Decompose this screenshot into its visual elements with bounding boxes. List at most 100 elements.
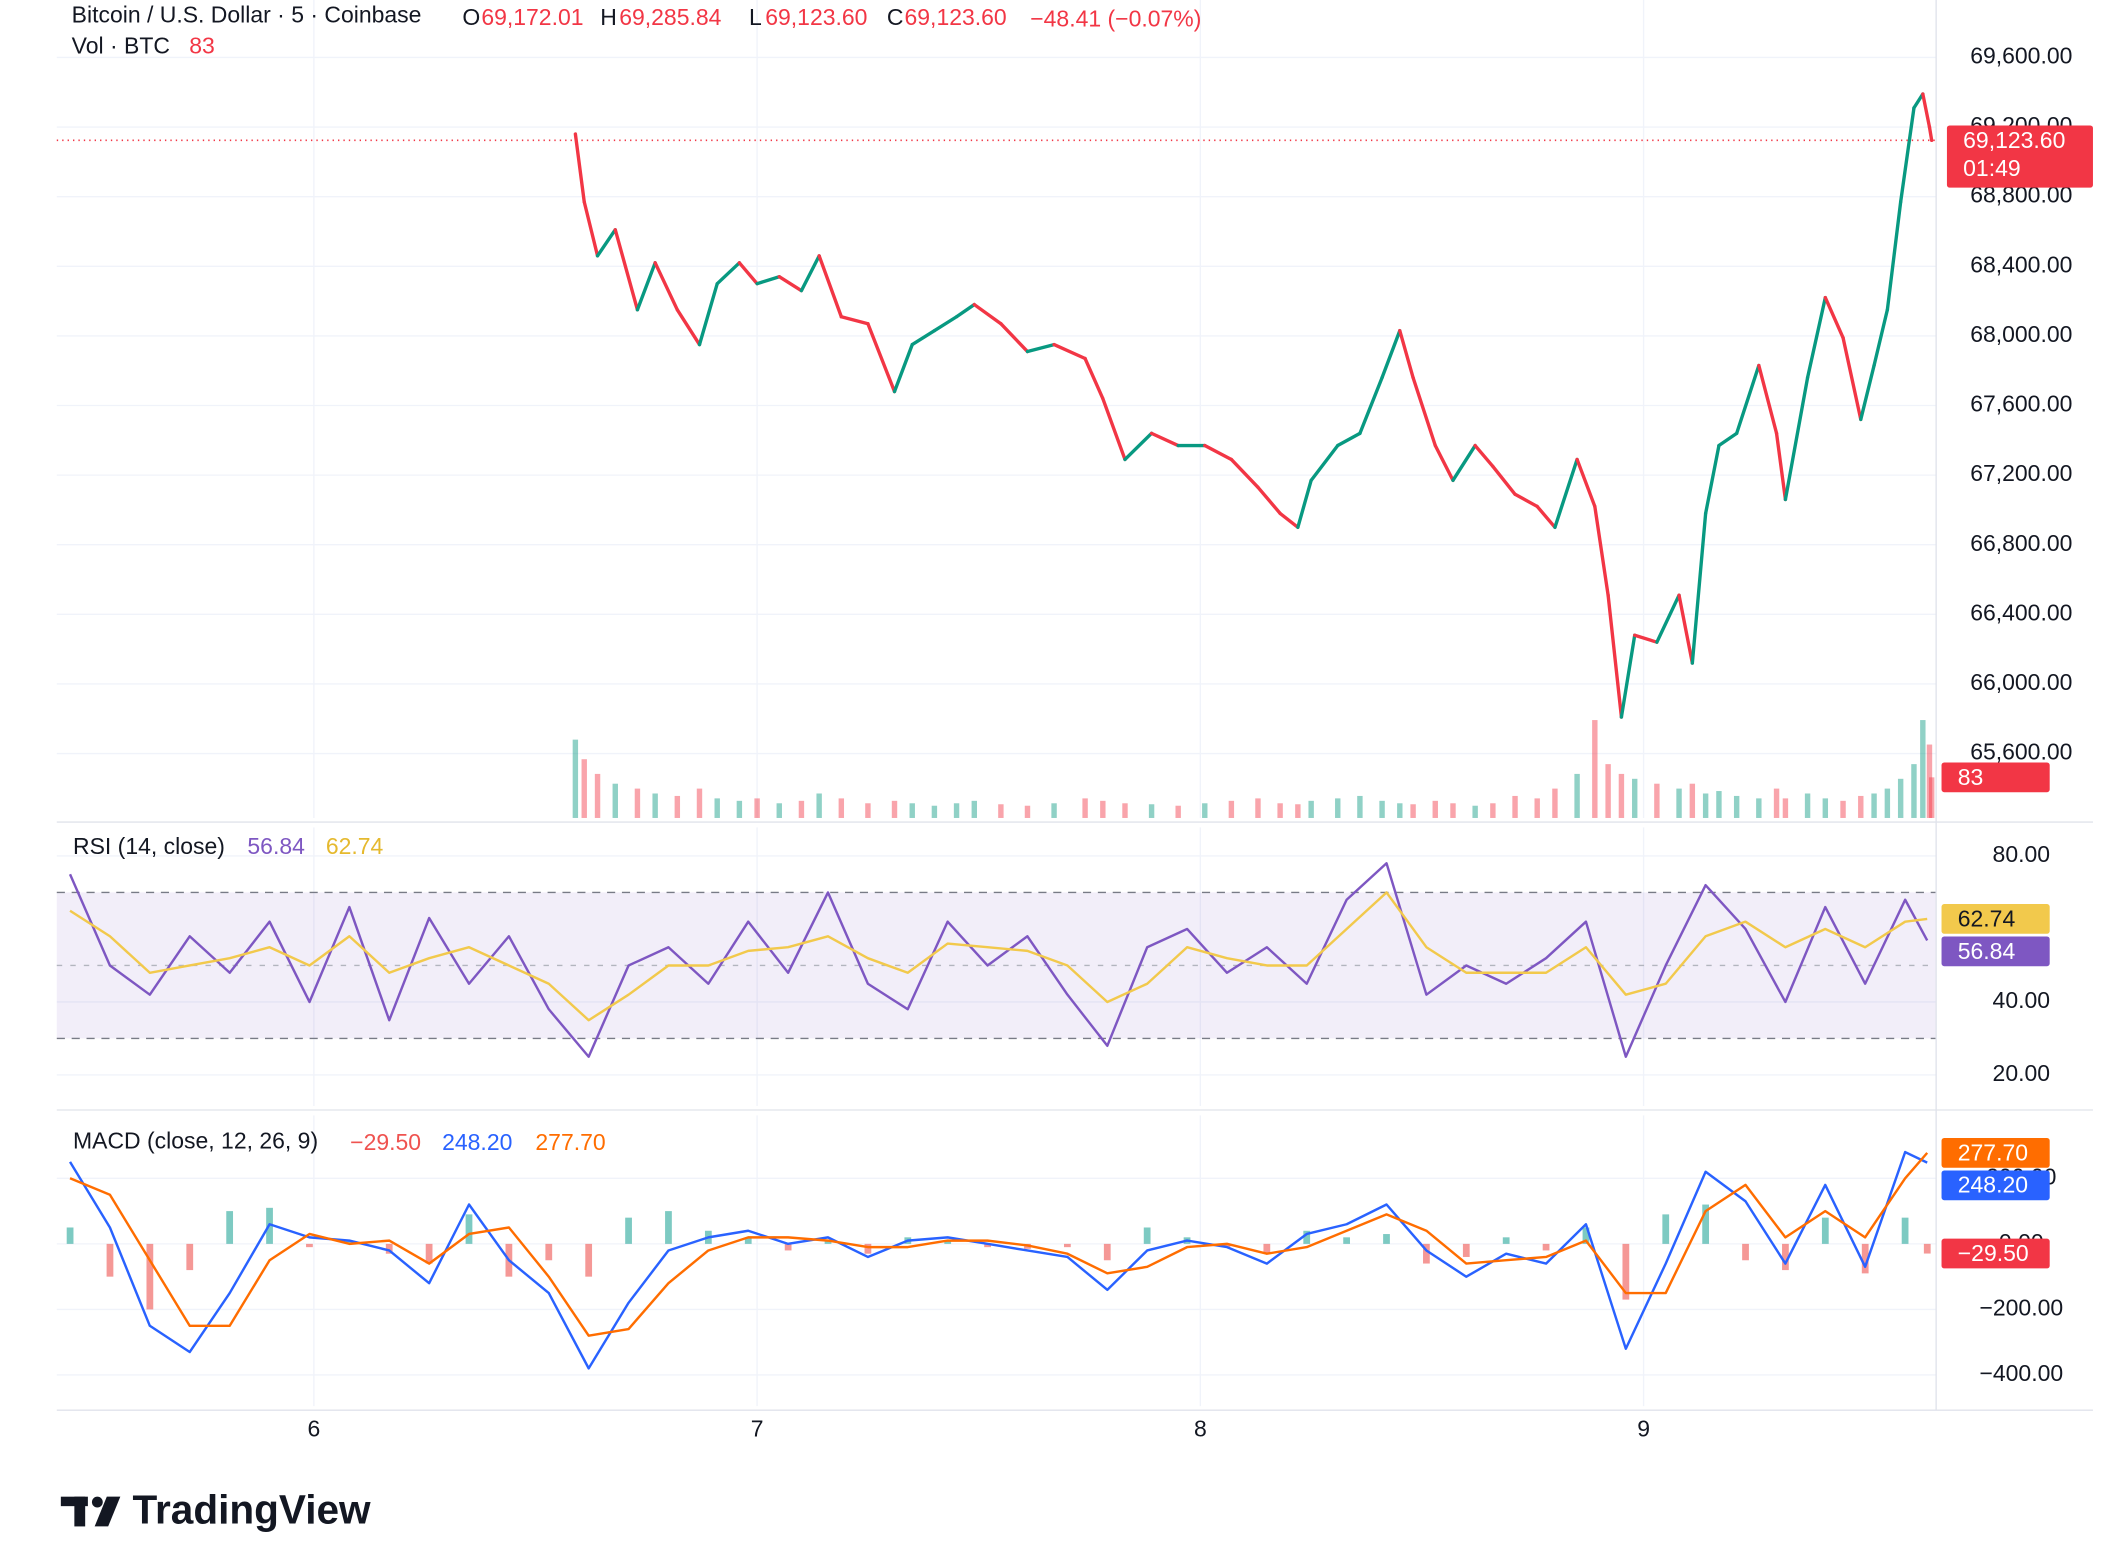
histogram-bar (1063, 1243, 1071, 1248)
price-segment (1433, 443, 1455, 483)
price-segment (1025, 342, 1056, 354)
price-segment (1757, 363, 1779, 436)
volume-bar (1773, 788, 1780, 818)
volume-bar (1574, 773, 1580, 818)
price-segment (1149, 431, 1180, 448)
rsi-ma-value: 62.74 (326, 833, 384, 859)
volume-bar (1024, 805, 1031, 818)
price-segment (1358, 375, 1384, 436)
last-price-tag (1946, 125, 2093, 188)
volume-bar (1702, 793, 1709, 818)
volume-bar (1632, 778, 1638, 818)
volume-bar (1122, 803, 1128, 818)
price-segment (613, 228, 640, 312)
volume-bar (1840, 800, 1846, 818)
brand-logo (60, 1496, 121, 1527)
histogram-bar (944, 1240, 952, 1244)
volume-bar (1804, 793, 1811, 818)
volume-bar (1051, 803, 1057, 818)
price-segment (1553, 457, 1579, 530)
histogram-bar (1782, 1243, 1789, 1271)
price-segment (1872, 308, 1890, 368)
price-segment (799, 254, 821, 293)
y-tick-label: −400.00 (1979, 1360, 2063, 1386)
volume-bar (1928, 777, 1935, 818)
price-segment (582, 200, 600, 258)
histogram-bar (1502, 1237, 1510, 1244)
price-segment (1296, 478, 1313, 530)
volume-bar (1676, 788, 1682, 818)
price-segment (1841, 335, 1863, 422)
histogram-bar (744, 1237, 752, 1244)
volume-bar (998, 804, 1004, 818)
value-tag (1941, 1137, 2050, 1168)
histogram-bar (226, 1211, 234, 1244)
price-segment (675, 308, 702, 347)
volume-bar (1756, 798, 1762, 818)
volume-bar (909, 803, 915, 818)
y-tick-label: 66,400.00 (1970, 599, 2072, 625)
histogram-bar (864, 1243, 872, 1254)
value-tag (1941, 762, 2050, 793)
price-segment (866, 322, 897, 394)
price-segment (737, 261, 759, 286)
histogram-bar (625, 1217, 632, 1244)
price-segment (932, 315, 959, 333)
ohlc-value: 69,285.84 (619, 4, 721, 30)
price-segment (1593, 504, 1610, 597)
volume-bar (865, 803, 871, 818)
volume-bar (1379, 800, 1385, 818)
histogram-bar (585, 1243, 593, 1277)
histogram-bar (665, 1211, 672, 1244)
volume-bar (838, 798, 845, 818)
histogram-bar (1821, 1217, 1829, 1244)
price-segment (999, 322, 1030, 354)
price-segment (1309, 443, 1340, 483)
macd-signal-value: 277.70 (535, 1129, 605, 1155)
logo-shape (94, 1496, 121, 1527)
volume-bar (634, 788, 641, 818)
y-tick-label: 66,000.00 (1970, 669, 2072, 695)
price-segment (777, 275, 804, 293)
y-tick-label: 68,400.00 (1970, 251, 2072, 277)
price-segment (1885, 200, 1903, 312)
price-change: −48.41 (−0.07%) (1030, 5, 1201, 31)
volume-bar (1592, 720, 1598, 818)
rsi-value: 56.84 (247, 833, 305, 859)
volume-bar (1410, 804, 1416, 818)
volume-bar (1335, 798, 1341, 818)
histogram-bar (824, 1240, 832, 1244)
histogram-bar (1143, 1227, 1151, 1244)
macd-title: MACD (close, 12, 26, 9) (73, 1128, 318, 1154)
histogram-bar (66, 1227, 74, 1244)
volume-bar (1858, 795, 1864, 818)
volume-bar (736, 800, 743, 818)
histogram-bar (1542, 1243, 1550, 1251)
price-segment (1912, 92, 1925, 110)
logo-shape (74, 1496, 86, 1527)
volume-bar (696, 788, 703, 818)
price-segment (755, 275, 781, 286)
volume-bar (1534, 798, 1540, 818)
price-segment (1336, 431, 1362, 448)
volume-bar (1618, 773, 1625, 818)
y-tick-label: 40.00 (1993, 987, 2050, 1013)
volume-bar (1100, 800, 1106, 818)
logo-shape (91, 1496, 103, 1508)
price-segment (1734, 363, 1761, 436)
volume-bar (1552, 788, 1558, 818)
price-segment (1398, 328, 1415, 380)
volume-bar (1926, 744, 1933, 818)
price-segment (1411, 375, 1437, 448)
volume-bar (652, 793, 658, 818)
overlay-layer: Bitcoin / U.S. Dollar · 5 · Coinbase O 6… (56, 0, 2093, 1533)
countdown-label: 01:49 (1963, 155, 2020, 181)
y-tick-label: 69,600.00 (1970, 43, 2072, 69)
price-segment (1619, 633, 1637, 719)
volume-bar (674, 795, 681, 818)
macd-histogram-value: −29.50 (350, 1129, 421, 1155)
volume-bar (1397, 803, 1403, 818)
price-segment (1575, 457, 1597, 509)
price-segment (1535, 504, 1557, 530)
volume-bar (1255, 798, 1261, 818)
